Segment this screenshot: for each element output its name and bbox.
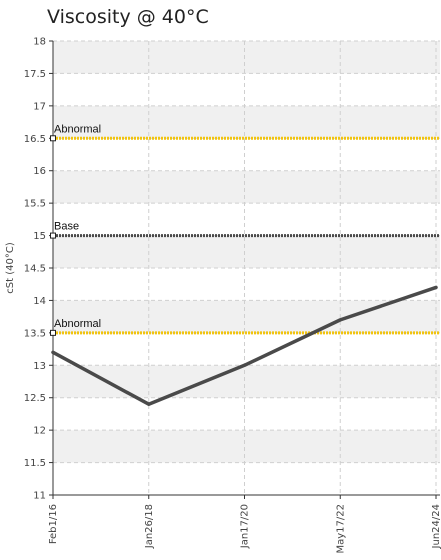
grid-band xyxy=(53,203,440,236)
y-tick-label: 12.5 xyxy=(24,393,46,404)
data-point xyxy=(51,350,55,354)
x-tick-label: May17/22 xyxy=(335,504,346,554)
y-tick-label: 16 xyxy=(33,166,46,177)
grid-band xyxy=(53,41,440,74)
y-tick-label: 11 xyxy=(33,491,46,502)
y-tick-label: 17.5 xyxy=(24,69,46,80)
grid-band xyxy=(53,332,440,366)
reference-label: Abnormal xyxy=(54,123,101,135)
grid-band xyxy=(53,170,440,204)
y-axis-label: cSt (40°C) xyxy=(5,242,16,294)
reference-marker xyxy=(50,329,56,336)
x-tick-label: Jun24/24 xyxy=(431,504,441,549)
reference-label: Base xyxy=(54,221,79,233)
data-point xyxy=(338,318,342,322)
data-point xyxy=(147,402,151,406)
y-tick-label: 12 xyxy=(33,426,46,437)
reference-marker xyxy=(50,232,56,239)
x-tick-label: Feb1/16 xyxy=(48,504,59,544)
chart-title: Viscosity @ 40°C xyxy=(47,6,209,28)
y-tick-label: 18 xyxy=(33,37,46,48)
reference-marker xyxy=(50,135,56,142)
y-tick-label: 17 xyxy=(33,101,46,112)
grid-band xyxy=(53,235,440,268)
grid-band xyxy=(53,73,440,106)
y-tick-label: 14 xyxy=(33,296,46,307)
grid-band xyxy=(53,462,440,495)
grid-band xyxy=(53,365,440,398)
grid-band xyxy=(53,268,440,301)
data-point xyxy=(243,363,246,367)
grid-band xyxy=(53,105,440,139)
y-tick-label: 16.5 xyxy=(24,134,46,145)
reference-label: Abnormal xyxy=(54,318,101,330)
x-tick-label: Jan26/18 xyxy=(144,504,155,549)
grid-band xyxy=(53,300,440,333)
y-tick-label: 14.5 xyxy=(24,264,46,275)
x-tick-label: Jan17/20 xyxy=(240,504,251,549)
y-tick-label: 15.5 xyxy=(24,199,46,210)
y-tick-label: 15 xyxy=(33,231,46,242)
y-tick-label: 13.5 xyxy=(24,328,46,339)
grid-band xyxy=(53,397,440,431)
data-point xyxy=(434,285,438,289)
y-tick-label: 11.5 xyxy=(24,458,46,469)
grid-band xyxy=(53,138,440,171)
y-tick-label: 13 xyxy=(33,361,46,372)
grid-band xyxy=(53,430,440,463)
